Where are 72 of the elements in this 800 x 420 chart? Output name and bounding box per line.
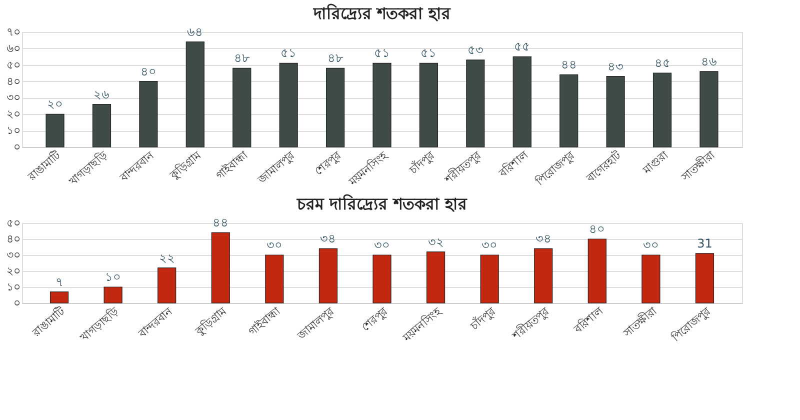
y-tick-label: ৬০	[6, 42, 20, 55]
data-label: ৪৫	[654, 56, 670, 70]
bar	[265, 254, 284, 304]
data-label: ১০	[105, 270, 122, 284]
y-tick-label: ৩০	[6, 248, 20, 262]
data-label: ৩২	[428, 234, 444, 249]
bar	[50, 292, 69, 304]
y-tick-label: ৫০	[6, 216, 20, 230]
y-tick-label: ০	[14, 296, 20, 310]
bar	[318, 248, 338, 304]
data-label: ৪৮	[234, 51, 250, 66]
data-label: ৭	[55, 274, 64, 289]
bar	[279, 62, 298, 148]
data-label: ৪৩	[608, 59, 624, 74]
y-tick-label: ১০	[6, 280, 20, 294]
data-label: ২০	[47, 97, 64, 112]
bar	[426, 252, 446, 304]
bar	[466, 60, 485, 148]
bar	[158, 268, 176, 304]
bar	[232, 68, 252, 148]
bar	[419, 62, 438, 148]
bar	[652, 72, 672, 148]
data-label: ৫১	[280, 46, 297, 60]
bar	[588, 238, 606, 304]
bar	[700, 71, 718, 148]
bar	[534, 248, 553, 304]
bar	[642, 254, 660, 304]
bar	[186, 42, 204, 148]
bar	[480, 254, 499, 304]
data-label: ৪৮	[327, 51, 344, 66]
bar	[92, 104, 112, 148]
bar	[326, 68, 345, 148]
y-tick-label: ০	[14, 140, 20, 154]
bar	[139, 80, 158, 148]
data-label: ৪৪	[560, 58, 577, 72]
bar	[211, 232, 230, 304]
data-label: ৩৪	[535, 232, 552, 246]
data-label: ৩০	[642, 238, 659, 252]
bar	[372, 254, 392, 304]
data-label: ৩০	[266, 238, 282, 252]
data-label: ৩৪	[320, 232, 336, 246]
data-label: ৩০	[374, 238, 390, 252]
data-label: ২২	[158, 250, 175, 265]
data-label: ৪০	[589, 222, 606, 236]
bar	[560, 74, 578, 148]
y-tick-label: ৫০	[6, 58, 20, 72]
y-tick-label: ৪০	[6, 74, 20, 88]
bar	[606, 76, 625, 148]
data-label: ৩০	[482, 238, 498, 252]
y-tick-label: ২০	[6, 108, 20, 121]
y-tick-label: ৪০	[6, 232, 20, 246]
data-label: ৫১	[374, 46, 390, 60]
bar	[512, 56, 532, 148]
data-label: ৬৪	[187, 24, 204, 39]
bar	[695, 253, 714, 304]
bar	[372, 62, 392, 148]
y-tick-label: ২০	[6, 264, 20, 278]
y-tick-label: ৩০	[6, 91, 20, 104]
data-label: ২৬	[94, 87, 110, 102]
data-label: ৫৩	[467, 42, 484, 57]
chart-title: দারিদ্র্যের শতকরা হার	[312, 2, 452, 23]
bar	[46, 114, 64, 148]
y-tick-label: ৭০	[6, 26, 20, 38]
data-label: ৪৬	[700, 54, 717, 68]
data-label: 31	[697, 236, 712, 250]
chart-title: চরম দারিদ্র্যের শতকরা হার	[296, 194, 468, 214]
bar	[104, 286, 122, 304]
data-label: ৫১	[420, 46, 437, 60]
data-label: ৫৫	[514, 40, 530, 54]
y-tick-label: ১০	[6, 124, 20, 138]
data-label: ৪০	[140, 64, 156, 78]
data-label: ৪৪	[212, 216, 229, 230]
